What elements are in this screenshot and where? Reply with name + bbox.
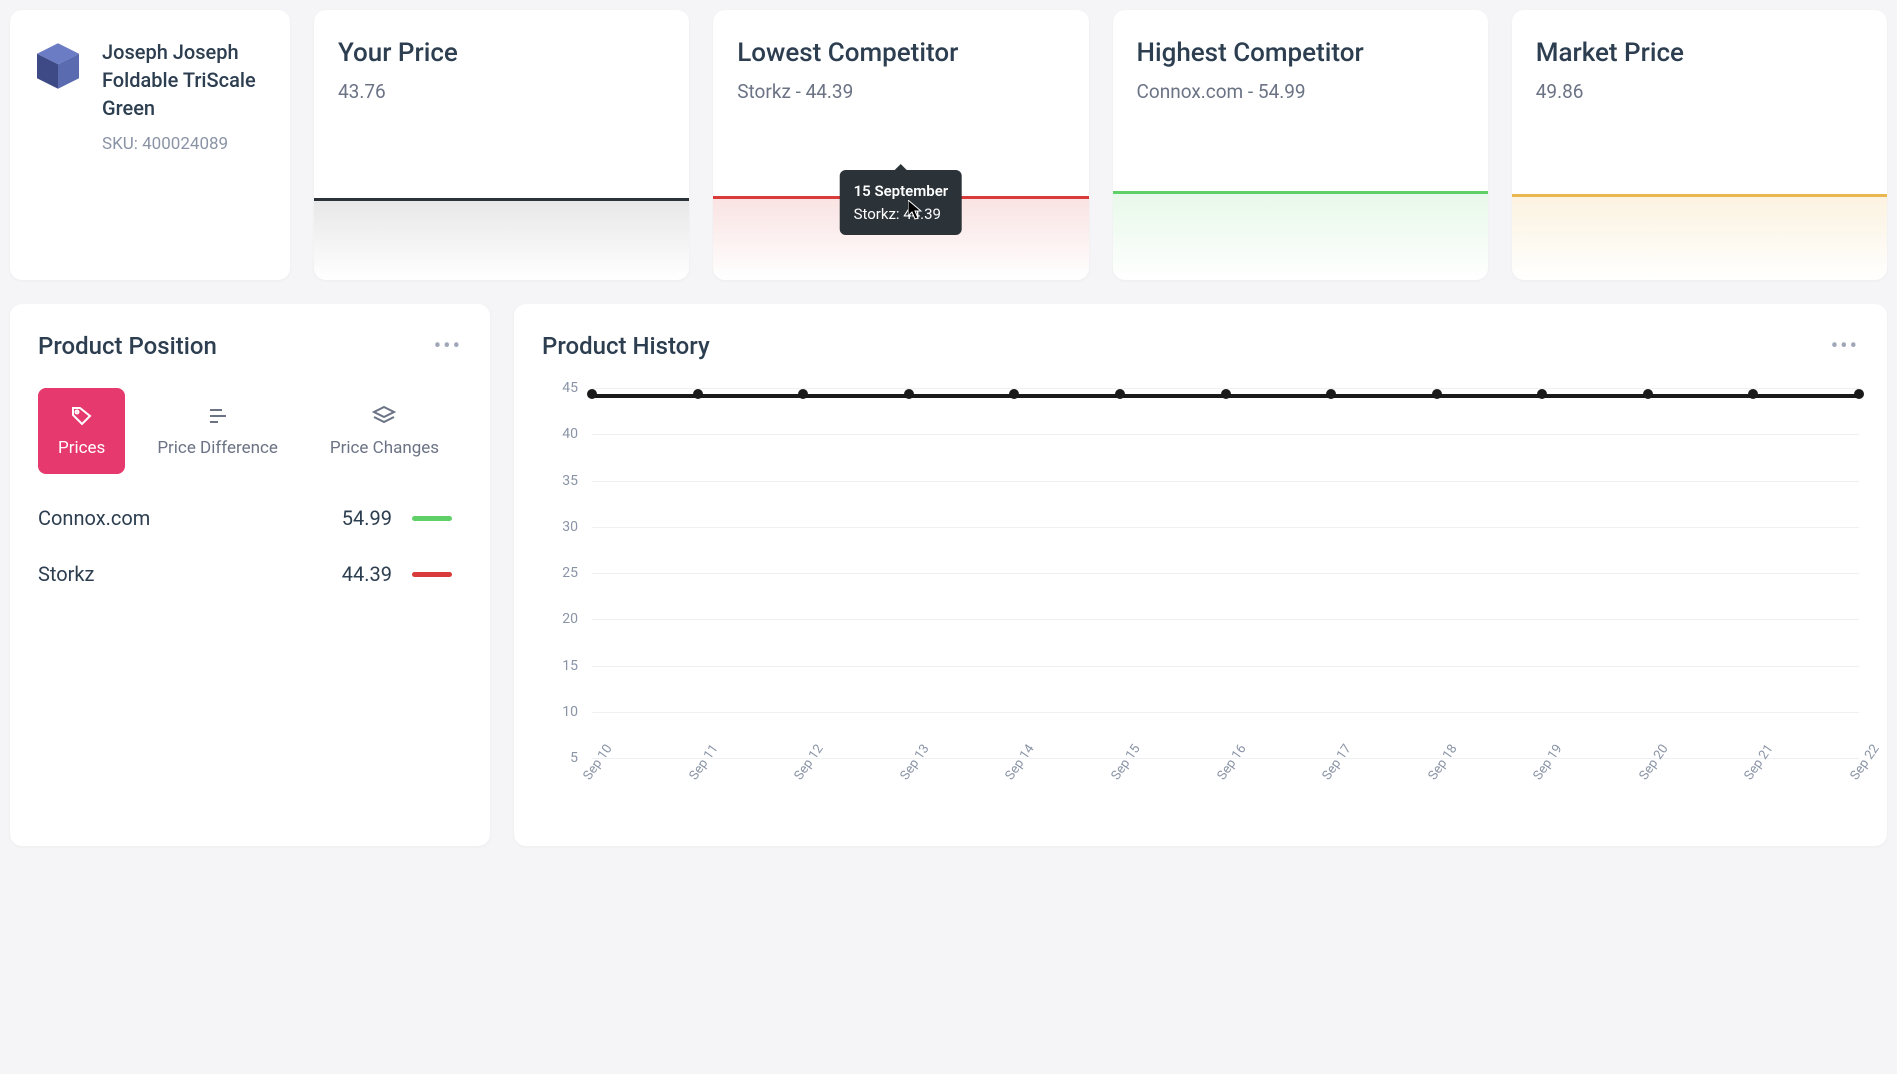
lowest-competitor-title: Lowest Competitor <box>737 38 1064 68</box>
competitor-price: 44.39 <box>342 562 392 586</box>
cursor-icon <box>908 200 924 220</box>
series-point <box>1326 389 1336 399</box>
sparkline-tooltip: 15 September Storkz: 44.39 <box>840 170 963 235</box>
product-history-title: Product History <box>542 332 710 360</box>
position-row: Connox.com 54.99 <box>38 506 462 530</box>
your-price-value: 43.76 <box>338 80 665 103</box>
highest-competitor-value: Connox.com - 54.99 <box>1137 80 1464 103</box>
series-point <box>1221 389 1231 399</box>
history-chart: 45403530252015105 Sep 10Sep 11Sep 12Sep … <box>542 388 1859 818</box>
product-card: Joseph Joseph Foldable TriScale Green SK… <box>10 10 290 280</box>
your-price-sparkline <box>314 160 689 280</box>
competitor-name: Connox.com <box>38 506 322 530</box>
series-point <box>1115 389 1125 399</box>
product-position-title: Product Position <box>38 332 217 360</box>
tooltip-text: Storkz: 44.39 <box>854 203 949 226</box>
y-tick: 30 <box>562 519 578 535</box>
your-price-card: Your Price 43.76 <box>314 10 689 280</box>
package-icon <box>30 38 86 94</box>
tab-price-difference[interactable]: Price Difference <box>137 388 298 474</box>
series-point <box>1854 389 1864 399</box>
your-price-title: Your Price <box>338 38 665 68</box>
series-point <box>904 389 914 399</box>
layers-icon <box>372 404 396 428</box>
y-tick: 45 <box>562 380 578 396</box>
product-sku: SKU: 400024089 <box>102 134 270 154</box>
tab-diff-label: Price Difference <box>157 438 278 458</box>
series-point <box>1643 389 1653 399</box>
series-point <box>798 389 808 399</box>
y-tick: 10 <box>562 704 578 720</box>
product-position-panel: Product Position ••• Prices Price Differ… <box>10 304 490 846</box>
series-point <box>693 389 703 399</box>
y-tick: 25 <box>562 565 578 581</box>
series-point <box>587 389 597 399</box>
lowest-competitor-card: Lowest Competitor Storkz - 44.39 15 Sept… <box>713 10 1088 280</box>
competitor-swatch <box>412 516 452 521</box>
tab-prices-label: Prices <box>58 438 105 458</box>
series-point <box>1537 389 1547 399</box>
series-point <box>1009 389 1019 399</box>
y-tick: 35 <box>562 473 578 489</box>
highest-competitor-sparkline <box>1113 160 1488 280</box>
highest-competitor-title: Highest Competitor <box>1137 38 1464 68</box>
tab-price-changes[interactable]: Price Changes <box>310 388 459 474</box>
market-price-card: Market Price 49.86 <box>1512 10 1887 280</box>
position-row: Storkz 44.39 <box>38 562 462 586</box>
tab-changes-label: Price Changes <box>330 438 439 458</box>
tooltip-date: 15 September <box>854 180 949 203</box>
position-more-button[interactable]: ••• <box>434 334 462 359</box>
highest-competitor-card: Highest Competitor Connox.com - 54.99 <box>1113 10 1488 280</box>
market-price-value: 49.86 <box>1536 80 1863 103</box>
bars-icon <box>206 404 230 428</box>
competitor-price: 54.99 <box>342 506 392 530</box>
market-price-title: Market Price <box>1536 38 1863 68</box>
competitor-name: Storkz <box>38 562 322 586</box>
history-more-button[interactable]: ••• <box>1831 334 1859 359</box>
y-tick: 15 <box>562 658 578 674</box>
product-name: Joseph Joseph Foldable TriScale Green <box>102 38 270 122</box>
tab-prices[interactable]: Prices <box>38 388 125 474</box>
series-point <box>1748 389 1758 399</box>
market-price-sparkline <box>1512 160 1887 280</box>
y-tick: 20 <box>562 611 578 627</box>
x-tick: Sep 10 <box>581 742 616 783</box>
product-history-panel: Product History ••• 45 40 35 30 25 20 15 10 5 Se… <box>514 304 1887 846</box>
lowest-competitor-value: Storkz - 44.39 <box>737 80 1064 103</box>
series-point <box>1432 389 1442 399</box>
y-tick: 5 <box>570 750 578 766</box>
y-tick: 40 <box>562 426 578 442</box>
price-tag-icon <box>70 404 94 428</box>
competitor-swatch <box>412 572 452 577</box>
